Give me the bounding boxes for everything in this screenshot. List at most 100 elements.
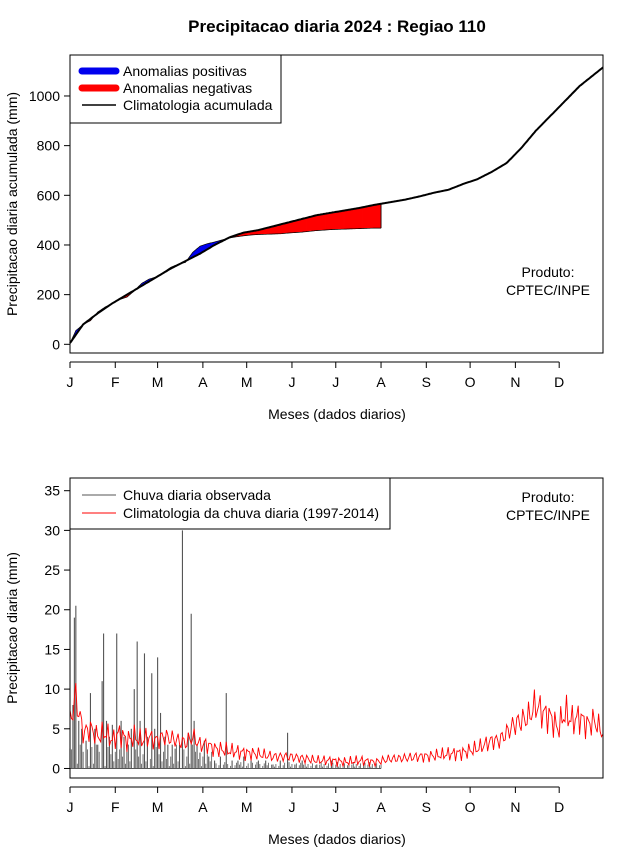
anomaly-segment <box>369 205 372 229</box>
x-tick-label: J <box>332 799 339 815</box>
anomaly-segment <box>329 212 332 230</box>
x-tick-label: F <box>111 799 120 815</box>
anomaly-segment <box>262 228 265 235</box>
anomaly-segment <box>277 224 280 234</box>
x-axis-label-bottom: Meses (dados diarios) <box>268 831 406 847</box>
x-tick-label: J <box>332 374 339 390</box>
anomaly-segment <box>274 225 277 234</box>
anomaly-segment <box>198 246 201 255</box>
y-tick-label: 0 <box>52 760 60 776</box>
anomaly-segment <box>272 225 275 235</box>
anomaly-segment <box>319 214 322 231</box>
legend-label-observed: Chuva diaria observada <box>123 487 271 503</box>
anomaly-segment <box>271 226 274 235</box>
observed-daily-bars <box>69 530 382 769</box>
anomaly-segment <box>309 216 312 232</box>
anomaly-segment <box>328 212 331 230</box>
anomaly-segment <box>308 217 310 232</box>
anomaly-segment <box>306 217 309 232</box>
y-tick-label: 30 <box>44 522 60 538</box>
x-tick-label: N <box>510 799 520 815</box>
anomaly-segment <box>315 215 318 231</box>
anomaly-segment <box>318 214 321 231</box>
product-label-top: Produto: <box>522 264 575 280</box>
anomaly-segment <box>375 204 378 229</box>
x-tick-label: F <box>111 374 120 390</box>
anomaly-segment <box>312 215 315 232</box>
anomaly-segment <box>363 206 366 229</box>
anomaly-segment <box>366 206 369 229</box>
x-tick-label: S <box>422 374 431 390</box>
anomaly-segment <box>341 210 344 230</box>
anomaly-segment <box>299 219 302 233</box>
anomaly-segment <box>303 218 306 232</box>
anomaly-segment <box>275 225 278 234</box>
anomaly-segment <box>313 215 316 231</box>
anomaly-segment <box>297 219 300 233</box>
anomaly-segment <box>321 214 324 231</box>
anomaly-segment <box>267 227 269 235</box>
anomaly-segment <box>347 209 350 230</box>
anomaly-segment <box>351 208 354 229</box>
anomaly-segment <box>325 213 328 230</box>
y-tick-label: 200 <box>37 287 61 303</box>
anomaly-segment <box>264 228 267 235</box>
anomaly-segment <box>310 216 313 232</box>
y-tick-label: 0 <box>52 336 60 352</box>
anomaly-segment <box>367 205 370 229</box>
anomaly-segment <box>370 205 373 229</box>
climatology-daily-line <box>69 682 604 767</box>
anomaly-segment <box>289 221 291 233</box>
anomaly-segment <box>270 226 272 235</box>
anomaly-segment <box>353 208 356 229</box>
x-tick-label: N <box>510 374 520 390</box>
x-tick-label: J <box>288 799 295 815</box>
chart-title: Precipitacao diaria 2024 : Regiao 110 <box>188 17 486 36</box>
anomaly-segment <box>373 204 376 229</box>
y-tick-label: 10 <box>44 681 60 697</box>
anomaly-segment <box>268 227 271 235</box>
y-tick-label: 600 <box>37 187 61 203</box>
y-tick-label: 400 <box>37 237 61 253</box>
anomaly-areas <box>69 203 382 344</box>
anomaly-segment <box>334 211 337 230</box>
anomaly-segment <box>278 224 281 234</box>
legend-box-bottom <box>69 477 391 530</box>
anomaly-segment <box>357 207 360 229</box>
anomaly-segment <box>345 209 348 230</box>
legend-label-climatology: Climatologia acumulada <box>123 97 273 113</box>
x-tick-label: A <box>198 799 208 815</box>
anomaly-segment <box>287 222 290 234</box>
legend-label-negative: Anomalias negativas <box>123 80 252 96</box>
accumulated-panel: 0 200 400 600 800 1000 J F M A M J J A S O N D Meses (da… <box>4 54 604 422</box>
anomaly-segment <box>327 213 329 230</box>
anomaly-segment <box>340 210 343 230</box>
y-tick-label: 25 <box>44 562 60 578</box>
x-tick-label: M <box>152 799 164 815</box>
anomaly-segment <box>302 218 305 233</box>
anomaly-segment <box>322 213 325 231</box>
x-tick-label: A <box>198 374 208 390</box>
anomaly-segment <box>348 209 351 229</box>
anomaly-segment <box>359 207 361 229</box>
anomaly-segment <box>335 211 338 230</box>
legend-bottom: Chuva diaria observada Climatologia da c… <box>69 477 391 530</box>
anomaly-segment <box>337 211 340 230</box>
x-tick-label: A <box>376 374 386 390</box>
anomaly-segment <box>259 229 262 235</box>
x-axis-label-top: Meses (dados diarios) <box>268 406 406 422</box>
observed-cumulative-line <box>69 227 381 344</box>
anomaly-segment <box>316 214 319 231</box>
anomaly-segment <box>290 221 293 233</box>
anomaly-segment <box>291 221 294 233</box>
daily-panel: 0 5 10 15 20 25 30 35 J F M A M J J A S O N D Meses (dados… <box>4 477 604 847</box>
y-axis-label-top: Precipitacao diaria acumulada (mm) <box>4 92 20 316</box>
legend-label-climatology-daily: Climatologia da chuva diaria (1997-2014) <box>123 505 379 521</box>
x-tick-label: M <box>152 374 164 390</box>
climatology-cumulative-line <box>69 66 604 344</box>
y-axis-label-bottom: Precipitacao diaria (mm) <box>4 552 20 704</box>
anomaly-segment <box>324 213 326 231</box>
anomaly-segment <box>378 204 380 229</box>
